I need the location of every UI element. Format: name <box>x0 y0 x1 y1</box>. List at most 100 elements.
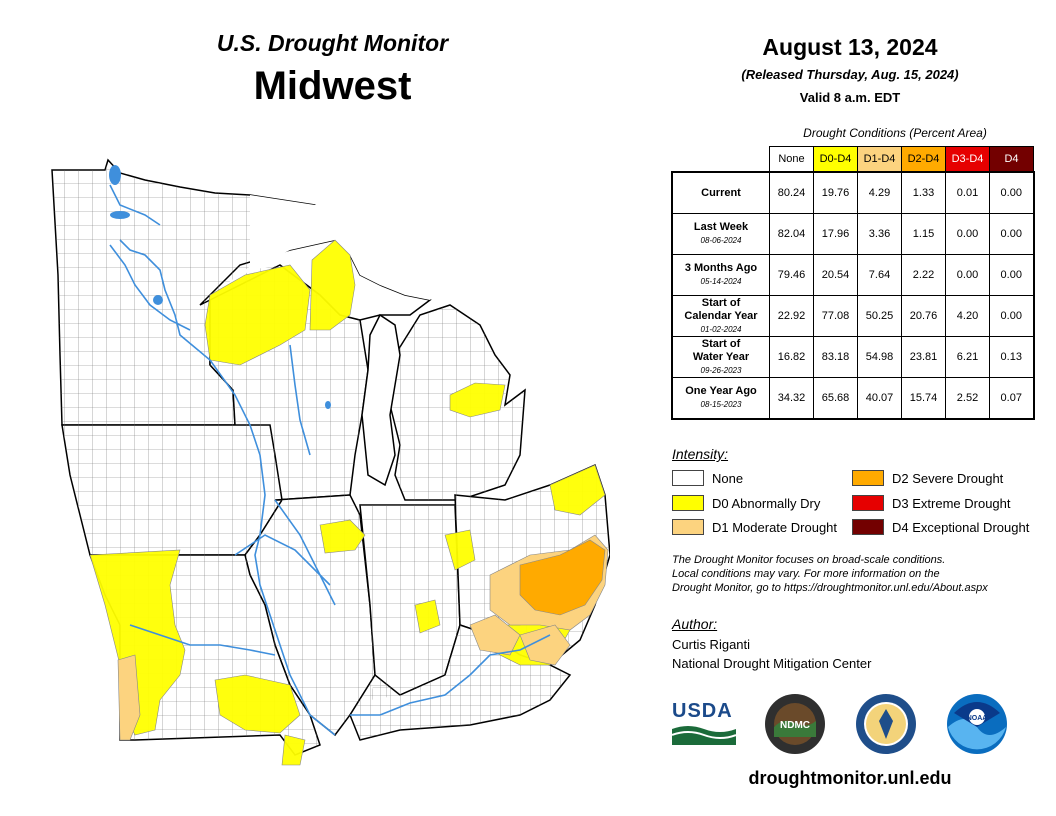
table-cell: 0.00 <box>989 254 1034 296</box>
midwest-drought-map <box>51 158 610 766</box>
table-cell: 20.54 <box>813 254 858 296</box>
small-lakes <box>109 165 331 409</box>
table-cell: 7.64 <box>857 254 902 296</box>
drought-d2 <box>519 539 606 616</box>
row-date: 05-14-2024 <box>700 277 742 286</box>
row-date: 09-26-2023 <box>700 365 742 375</box>
legend-label: D1 Moderate Drought <box>712 519 838 535</box>
table-cell: 79.46 <box>769 254 814 296</box>
table-cell: 16.82 <box>769 336 814 378</box>
row-label-text: Calendar Year <box>684 309 758 322</box>
region-title: Midwest <box>253 64 412 108</box>
legend-item: D3 Extreme Drought <box>852 495 1011 511</box>
legend-item: D4 Exceptional Drought <box>852 519 1029 535</box>
col-header-d2-d4: D2-D4 <box>901 146 946 173</box>
table-cell: 6.21 <box>945 336 990 378</box>
legend-item: None <box>672 470 743 486</box>
table-cell: 0.01 <box>945 171 990 214</box>
table-cell: 20.76 <box>901 295 946 337</box>
disclaimer: The Drought Monitor focuses on broad-sca… <box>672 553 1032 595</box>
table-cell: 0.00 <box>989 171 1034 214</box>
legend-item: D2 Severe Drought <box>852 470 1003 486</box>
table-cell: 19.76 <box>813 171 858 214</box>
author-organization: National Drought Mitigation Center <box>672 656 872 671</box>
table-cell: 1.15 <box>901 213 946 255</box>
table-cell: 0.13 <box>989 336 1034 378</box>
legend-swatch <box>852 470 884 486</box>
table-header-row: None D0-D4 D1-D4 D2-D4 D3-D4 D4 <box>672 146 1034 173</box>
col-header-d0-d4: D0-D4 <box>813 146 858 173</box>
table-cell: 2.52 <box>945 377 990 420</box>
usda-logo-waves <box>671 726 737 745</box>
commerce-seal-logo <box>856 694 916 754</box>
lake-superior <box>250 190 450 300</box>
table-cell: 40.07 <box>857 377 902 420</box>
row-label: Last Week 08-06-2024 <box>671 213 770 255</box>
legend-title: Intensity: <box>672 446 729 462</box>
drought-statistics-table: None D0-D4 D1-D4 D2-D4 D3-D4 D4 Current 8… <box>671 146 1035 420</box>
table-cell: 0.00 <box>945 254 990 296</box>
row-label: One Year Ago 08-15-2023 <box>671 377 770 420</box>
legend-swatch <box>672 470 704 486</box>
table-cell: 34.32 <box>769 377 814 420</box>
table-cell: 1.33 <box>901 171 946 214</box>
table-cell: 0.00 <box>989 295 1034 337</box>
table-row: Start of Calendar Year 01-02-2024 22.92 77.0… <box>671 295 1034 337</box>
valid-time: Valid 8 a.m. EDT <box>799 90 901 105</box>
row-label: 3 Months Ago 05-14-2024 <box>671 254 770 296</box>
table-cell: 50.25 <box>857 295 902 337</box>
noaa-logo-text: NOAA <box>967 715 988 722</box>
row-date: 08-06-2024 <box>700 236 742 245</box>
col-header-none: None <box>769 146 814 173</box>
noaa-logo: NOAA <box>947 694 1007 754</box>
row-label: Start of Calendar Year 01-02-2024 <box>671 295 770 337</box>
table-cell: 4.29 <box>857 171 902 214</box>
table-cell: 0.00 <box>945 213 990 255</box>
table-cell: 83.18 <box>813 336 858 378</box>
table-cell: 0.00 <box>989 213 1034 255</box>
rivers <box>109 184 551 736</box>
row-label: Current <box>671 171 770 214</box>
col-header-d4: D4 <box>989 146 1034 173</box>
table-cell: 23.81 <box>901 336 946 378</box>
row-label-line1: Start of <box>701 337 741 350</box>
table-row: 3 Months Ago 05-14-2024 79.46 20.54 7.64 2.22… <box>671 254 1034 296</box>
table-row: Last Week 08-06-2024 82.04 17.96 3.36 1.15 0.0… <box>671 213 1034 255</box>
disclaimer-line: Drought Monitor, go to https://droughtmo… <box>672 582 988 594</box>
legend-swatch <box>672 519 704 535</box>
table-cell: 2.22 <box>901 254 946 296</box>
legend-label: D3 Extreme Drought <box>892 495 1011 511</box>
legend-item: D1 Moderate Drought <box>672 519 837 535</box>
row-label: Start of Water Year 09-26-2023 <box>671 336 770 378</box>
table-cell: 54.98 <box>857 336 902 378</box>
row-label-text: 3 Months Ago <box>684 262 758 274</box>
ndmc-logo-text: NDMC <box>780 720 810 731</box>
legend-item: D0 Abnormally Dry <box>672 495 820 511</box>
legend-label: D2 Severe Drought <box>892 470 1004 486</box>
table-caption: Drought Conditions (Percent Area) <box>803 126 987 140</box>
col-header-d1-d4: D1-D4 <box>857 146 902 173</box>
table-cell: 65.68 <box>813 377 858 420</box>
table-cell: 3.36 <box>857 213 902 255</box>
product-title: U.S. Drought Monitor <box>216 30 449 56</box>
table-header-blank <box>672 147 770 173</box>
usda-logo: USDA <box>671 700 737 748</box>
table-cell: 80.24 <box>769 171 814 214</box>
author-title: Author: <box>672 616 718 632</box>
site-url[interactable]: droughtmonitor.unl.edu <box>748 768 952 788</box>
lake-michigan <box>361 313 401 487</box>
table-row: One Year Ago 08-15-2023 34.32 65.68 40.07 15.… <box>671 377 1034 420</box>
table-row: Start of Water Year 09-26-2023 16.82 83.18 54… <box>671 336 1034 378</box>
disclaimer-line: The Drought Monitor focuses on broad-sca… <box>672 554 946 566</box>
row-date: 01-02-2024 <box>700 324 742 334</box>
row-label-line1: Start of <box>701 296 741 309</box>
table-cell: 22.92 <box>769 295 814 337</box>
table-cell: 15.74 <box>901 377 946 420</box>
table-cell: 4.20 <box>945 295 990 337</box>
legend-label: None <box>712 470 744 486</box>
table-cell: 0.07 <box>989 377 1034 420</box>
legend-swatch <box>852 495 884 511</box>
legend-swatch <box>852 519 884 535</box>
row-label-text: Last Week <box>693 221 749 233</box>
map-date: August 13, 2024 <box>762 34 938 60</box>
